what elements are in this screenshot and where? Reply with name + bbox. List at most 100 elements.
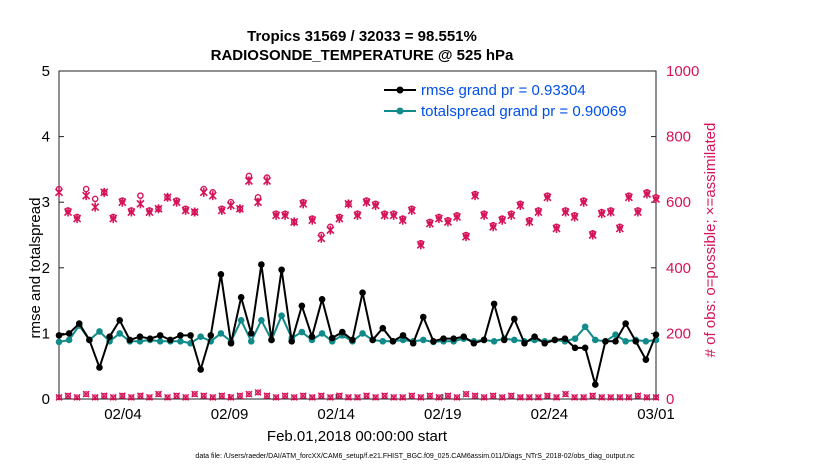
- obs-assimilated-point: [136, 199, 145, 209]
- obs-assimilated-point: [507, 210, 516, 220]
- totalspread-point: [318, 330, 326, 337]
- rmse-point: [197, 366, 204, 373]
- obs-zero-assimilated-point: [643, 393, 651, 401]
- totalspread-point: [96, 328, 103, 335]
- rmse-point: [55, 332, 63, 339]
- obs-zero-assimilated-point: [109, 393, 117, 401]
- obs-zero-possible-point: [101, 392, 108, 399]
- obs-assimilated-point: [109, 214, 118, 224]
- obs-zero-possible-point: [336, 392, 343, 399]
- obs-assimilated-point: [642, 189, 652, 199]
- obs-zero-assimilated-point: [462, 390, 470, 398]
- obs-zero-possible-point: [128, 394, 135, 401]
- rmse-point: [136, 333, 144, 340]
- obs-zero-assimilated-point: [100, 392, 108, 400]
- rmse-point: [349, 336, 356, 344]
- left-tick-label: 3: [42, 194, 50, 211]
- obs-zero-possible-point: [200, 392, 207, 399]
- totalspread-point: [156, 337, 164, 345]
- obs-zero-assimilated-point: [164, 393, 172, 401]
- obs-zero-possible-point: [110, 394, 117, 401]
- obs-zero-possible-point: [535, 394, 542, 401]
- rmse-point: [430, 337, 437, 345]
- obs-zero-possible-point: [137, 392, 144, 399]
- x-tick-label: 02/14: [317, 406, 355, 423]
- obs-zero-assimilated-point: [607, 393, 615, 401]
- right-tick-label: 600: [666, 194, 691, 211]
- obs-assimilated-point: [154, 204, 163, 214]
- obs-zero-assimilated-point: [534, 393, 542, 401]
- obs-zero-possible-point: [463, 391, 470, 398]
- obs-assimilated-point: [561, 207, 570, 217]
- left-tick-label: 4: [42, 129, 50, 146]
- obs-assimilated-point: [543, 192, 552, 202]
- obs-count-layer: [54, 172, 661, 401]
- totalspread-point: [612, 331, 619, 339]
- chart-title-line2: RADIOSONDE_TEMPERATURE @ 525 hPa: [211, 47, 514, 64]
- obs-zero-possible-point: [381, 392, 388, 399]
- obs-zero-assimilated-point: [155, 390, 162, 398]
- left-tick-label: 0: [42, 391, 50, 408]
- obs-zero-possible-point: [255, 389, 262, 396]
- obs-assimilated-point: [235, 204, 244, 214]
- rmse-point: [126, 336, 134, 344]
- x-tick-label: 03/01: [637, 406, 675, 423]
- obs-zero-possible-point: [363, 392, 370, 399]
- obs-zero-assimilated-point: [73, 393, 81, 401]
- obs-zero-assimilated-point: [543, 392, 551, 400]
- legend-spread-label: totalspread grand pr = 0.90069: [421, 103, 627, 120]
- obs-zero-assimilated-point: [507, 392, 515, 400]
- totalspread-point: [571, 335, 579, 342]
- obs-zero-assimilated-point: [390, 393, 398, 401]
- rmse-point: [328, 334, 336, 342]
- obs-zero-assimilated-point: [236, 392, 244, 400]
- obs-assimilated-point: [272, 210, 281, 220]
- x-tick-label: 02/24: [531, 406, 569, 423]
- rmse-point: [187, 332, 194, 339]
- obs-assimilated-point: [63, 207, 73, 217]
- rmse-point: [247, 330, 255, 337]
- obs-zero-assimilated-point: [589, 392, 597, 400]
- right-tick-label: 800: [666, 129, 691, 146]
- obs-zero-assimilated-point: [625, 393, 633, 401]
- totalspread-point: [278, 312, 285, 319]
- obs-zero-possible-point: [426, 392, 433, 399]
- obs-zero-assimilated-point: [272, 393, 280, 401]
- rmse-point: [612, 337, 619, 345]
- totalspread-point: [55, 338, 63, 346]
- totalspread-point: [197, 333, 204, 340]
- obs-zero-possible-point: [634, 392, 641, 399]
- obs-assimilated-point: [335, 214, 344, 224]
- obs-assimilated-point: [226, 200, 235, 210]
- obs-assimilated-point: [416, 240, 425, 250]
- obs-zero-assimilated-point: [381, 392, 389, 400]
- obs-zero-possible-point: [553, 394, 560, 401]
- obs-zero-possible-point: [273, 394, 280, 401]
- obs-zero-possible-point: [245, 391, 252, 398]
- rmse-point: [551, 336, 559, 344]
- obs-zero-assimilated-point: [652, 393, 660, 401]
- rmse-point: [207, 332, 215, 339]
- rmse-point: [308, 333, 316, 340]
- obs-assimilated-point: [299, 199, 308, 209]
- obs-assimilated-point: [163, 192, 172, 202]
- obs-zero-assimilated-point: [616, 393, 624, 401]
- obs-zero-assimilated-point: [354, 393, 361, 401]
- rmse-point: [167, 336, 174, 344]
- obs-assimilated-point: [606, 207, 615, 217]
- obs-assimilated-point: [308, 215, 317, 225]
- totalspread-point: [136, 337, 144, 345]
- legend-spread-marker: [396, 107, 404, 115]
- right-tick-label: 0: [666, 391, 674, 408]
- x-axis: 02/04 02/09 02/14 02/19 02/24 03/01: [104, 394, 675, 423]
- obs-assimilated-point: [127, 207, 136, 217]
- obs-assimilated-point: [452, 212, 462, 222]
- obs-zero-possible-point: [345, 394, 352, 401]
- rmse-point: [86, 336, 93, 344]
- totalspread-point: [622, 337, 629, 345]
- obs-assimilated-point: [633, 207, 642, 217]
- totalspread-point: [247, 337, 255, 345]
- rmse-point: [278, 266, 285, 274]
- obs-assimilated-point: [461, 232, 471, 242]
- obs-zero-possible-point: [580, 394, 587, 401]
